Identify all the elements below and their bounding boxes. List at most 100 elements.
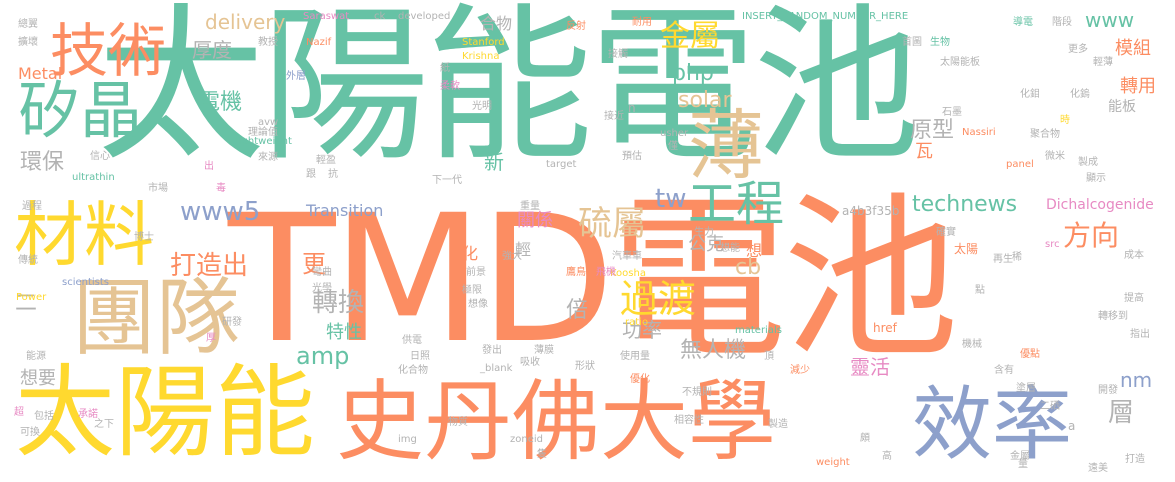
word-zhongliang: 重量 <box>520 201 540 212</box>
word-dazaochu: 打造出 <box>170 251 249 281</box>
word-technews: technews <box>912 192 1018 217</box>
word-zoneid: zoneid <box>510 434 543 445</box>
word-wuzhi: 物質 <box>448 417 468 428</box>
word-nassiri: Nassiri <box>962 127 996 138</box>
word-n: n <box>628 101 636 115</box>
word-kang: 抗 <box>328 169 338 180</box>
word-a4b3f35b: a4b3f35b <box>842 204 900 218</box>
word-gongdian: 供電 <box>402 335 422 346</box>
word-bao: 薄 <box>688 101 764 190</box>
word-geng: 更 <box>302 250 326 278</box>
word-po: 頗 <box>860 433 870 444</box>
word-ratio: ratio <box>625 317 649 328</box>
word-lilunzhi: 理論值 <box>248 127 278 138</box>
word-chao: 超 <box>14 407 24 418</box>
word-jixian: 極限 <box>462 285 482 296</box>
word-yuanxing: 原型 <box>910 118 955 143</box>
word-wurenji: 無人機 <box>680 338 747 363</box>
word-boshi: 博士 <box>134 232 154 243</box>
word-zhizao: 製造 <box>768 419 788 430</box>
word-target: target <box>546 159 577 170</box>
word-laiyuan: 來源 <box>258 152 278 163</box>
word-src: src <box>1045 239 1060 250</box>
word-xiayidai: 下一代 <box>432 175 462 186</box>
word-xiaolv: 效率 <box>912 378 1072 471</box>
word-jinshu: 金屬 <box>660 19 720 54</box>
word-zhichu: 指出 <box>1130 329 1150 340</box>
word-blank: _blank <box>480 363 513 374</box>
word-qingbao: 輕薄 <box>1093 57 1113 68</box>
word-chuantong: 傳統 <box>18 255 38 266</box>
word-fachu: 發出 <box>482 345 502 356</box>
word-zhuanyidao: 轉移到 <box>1098 311 1128 322</box>
word-zhicheng: 製成 <box>1078 157 1098 168</box>
word-cailiao: 材料 <box>14 194 154 276</box>
word-stanford-university: 史丹佛大學 <box>336 370 777 473</box>
word-saraswat: Saraswat <box>303 11 350 22</box>
word-gongke: 公克 <box>688 234 724 255</box>
word-texing: 特性 <box>326 322 362 343</box>
word-zongyi: 總翼 <box>18 19 38 30</box>
word-gen: 跟 <box>306 169 316 180</box>
word-stanford: Stanford <box>462 37 505 48</box>
word-qianjing: 前景 <box>466 267 486 278</box>
word-ck: ck <box>374 11 386 22</box>
word-transition: Transition <box>306 201 384 220</box>
word-guocheng: 過程 <box>22 201 42 212</box>
word-youdian: 優點 <box>1020 349 1040 360</box>
word-cb: cb <box>735 255 762 280</box>
word-nengban: 能板 <box>1108 99 1136 115</box>
word-amp: amp <box>296 342 350 370</box>
word-panel: panel <box>1006 159 1034 170</box>
word-queshi: 確實 <box>936 227 956 238</box>
word-bei: 倍 <box>566 298 589 323</box>
word-dazao: 打造 <box>1125 454 1145 465</box>
word-taiyangnengban: 太陽能板 <box>940 57 980 68</box>
word-a: a <box>1068 419 1076 433</box>
word-weimi: 微米 <box>1045 151 1065 162</box>
word-kuohuai: 擴壞 <box>18 37 38 48</box>
word-ding: 頂 <box>764 351 774 362</box>
word-nengyuan: 能源 <box>26 351 46 362</box>
word-guanxi: 關係 <box>517 210 553 231</box>
word-shi: 時 <box>1060 115 1070 126</box>
word-qingying: 輕盈 <box>316 155 336 166</box>
word-shengli: 生力 <box>694 227 714 238</box>
word-juhewu: 聚合物 <box>1030 129 1060 140</box>
word-dichalcogenide: Dichalcogenide <box>1046 197 1154 213</box>
word-yuanmei: 遠美 <box>1088 463 1108 474</box>
word-taiyang: 太陽 <box>954 242 979 256</box>
word-chengnuo: 承諾 <box>78 409 98 420</box>
word-qiangda: 強大 <box>502 251 522 262</box>
word-power: Power <box>16 292 47 303</box>
word-hanyou: 含有 <box>994 365 1014 376</box>
word-xinxin: 信心 <box>90 151 110 162</box>
word-wanqu: 彎曲 <box>312 267 332 278</box>
word-gao: 高 <box>882 451 892 462</box>
word-dianji: 電機 <box>198 90 243 115</box>
word-xiang: 想 <box>746 241 763 260</box>
word-chu: 出 <box>204 161 214 172</box>
word-solar: solar <box>678 88 732 113</box>
word-jinshu-small: 金屬 <box>1010 451 1030 462</box>
word-shushu: 硫屬 <box>578 204 646 244</box>
word-hou: 厚 <box>206 333 216 344</box>
word-xishou: 吸收 <box>520 357 540 368</box>
word-href: href <box>873 321 897 335</box>
word-delivery: delivery <box>205 10 286 34</box>
word-usher: usher <box>660 128 689 139</box>
word-huahewu: 化合物 <box>398 365 428 376</box>
word-nazif: Nazif <box>306 37 332 48</box>
word-taiyangneng-dianchi: 太陽能電池 <box>97 0 921 184</box>
word-naiyong: 耐用 <box>632 17 652 28</box>
word-zaisheng: 再生 <box>993 254 1013 265</box>
word-waiceng: 外層 <box>286 71 306 82</box>
word-shiyongliang: 使用量 <box>620 351 650 362</box>
word-zhuanhuan: 轉換 <box>312 288 365 318</box>
word-avw: avw <box>258 117 279 128</box>
word-materials: materials <box>735 325 782 336</box>
word-rizhao: 日照 <box>410 351 430 362</box>
word-shichang: 市場 <box>148 183 168 194</box>
word-jiejin: 接近 <box>604 111 624 122</box>
